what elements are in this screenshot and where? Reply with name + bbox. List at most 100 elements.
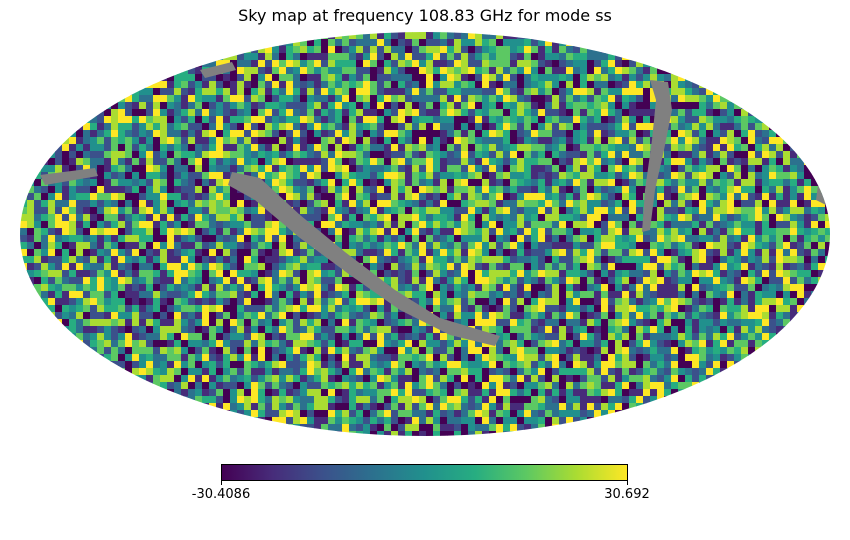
map-pixel [503, 228, 511, 236]
map-pixel [524, 270, 532, 278]
map-pixel [475, 368, 483, 376]
map-pixel [384, 326, 392, 334]
map-pixel [363, 200, 371, 208]
map-pixel [748, 158, 756, 166]
map-pixel [153, 172, 161, 180]
map-pixel [363, 137, 371, 145]
map-pixel [426, 235, 434, 243]
map-pixel [160, 284, 168, 292]
map-pixel [419, 172, 427, 180]
map-pixel [426, 221, 434, 229]
map-pixel [265, 291, 273, 299]
map-pixel [482, 326, 490, 334]
map-pixel [286, 200, 294, 208]
map-pixel [160, 368, 168, 376]
map-pixel [223, 228, 231, 236]
map-pixel [524, 214, 532, 222]
map-pixel [76, 312, 84, 320]
map-pixel [461, 214, 469, 222]
map-pixel [279, 326, 287, 334]
map-pixel [622, 81, 630, 89]
map-pixel [230, 221, 238, 229]
map-pixel [825, 256, 830, 264]
map-pixel [272, 277, 280, 285]
map-pixel [531, 263, 539, 271]
map-pixel [587, 312, 595, 320]
map-pixel [223, 144, 231, 152]
map-pixel [384, 137, 392, 145]
map-pixel [433, 60, 441, 68]
map-pixel [622, 354, 630, 362]
map-pixel [496, 88, 504, 96]
map-pixel [363, 291, 371, 299]
map-pixel [293, 361, 301, 369]
map-pixel [636, 291, 644, 299]
map-pixel [363, 207, 371, 215]
map-pixel [230, 60, 238, 68]
map-pixel [279, 39, 287, 47]
map-pixel [307, 67, 315, 75]
map-pixel [384, 32, 392, 40]
map-pixel [545, 172, 553, 180]
map-pixel [706, 277, 714, 285]
map-pixel [104, 102, 112, 110]
map-pixel [132, 284, 140, 292]
map-pixel [153, 368, 161, 376]
map-pixel [377, 263, 385, 271]
map-pixel [209, 263, 217, 271]
map-pixel [202, 312, 210, 320]
map-pixel [377, 46, 385, 54]
map-pixel [692, 368, 700, 376]
map-pixel [125, 165, 133, 173]
map-pixel [398, 109, 406, 117]
map-pixel [818, 207, 826, 215]
map-pixel [538, 298, 546, 306]
map-pixel [482, 298, 490, 306]
map-pixel [55, 235, 63, 243]
map-pixel [181, 270, 189, 278]
map-pixel [671, 228, 679, 236]
map-pixel [69, 305, 77, 313]
map-pixel [559, 137, 567, 145]
map-pixel [489, 32, 497, 40]
map-pixel [230, 207, 238, 215]
map-pixel [34, 165, 42, 173]
map-pixel [433, 207, 441, 215]
map-pixel [132, 242, 140, 250]
map-pixel [118, 158, 126, 166]
map-pixel [237, 242, 245, 250]
map-pixel [517, 270, 525, 278]
map-pixel [615, 123, 623, 131]
map-pixel [482, 249, 490, 257]
map-pixel [181, 235, 189, 243]
map-pixel [538, 249, 546, 257]
map-pixel [265, 144, 273, 152]
map-pixel [286, 32, 294, 40]
map-pixel [692, 347, 700, 355]
map-pixel [503, 249, 511, 257]
map-pixel [307, 340, 315, 348]
map-pixel [258, 46, 266, 54]
map-pixel [552, 67, 560, 75]
map-pixel [608, 207, 616, 215]
map-pixel [790, 249, 798, 257]
map-pixel [601, 144, 609, 152]
map-pixel [783, 151, 791, 159]
map-pixels [20, 32, 830, 436]
map-pixel [160, 67, 168, 75]
map-pixel [384, 207, 392, 215]
map-pixel [251, 263, 259, 271]
map-pixel [650, 333, 658, 341]
map-pixel [433, 102, 441, 110]
map-pixel [398, 277, 406, 285]
map-pixel [580, 39, 588, 47]
map-pixel [104, 298, 112, 306]
map-pixel [363, 312, 371, 320]
map-pixel [83, 284, 91, 292]
map-pixel [167, 235, 175, 243]
map-pixel [524, 242, 532, 250]
map-pixel [244, 207, 252, 215]
map-pixel [461, 102, 469, 110]
map-pixel [258, 368, 266, 376]
map-pixel [538, 235, 546, 243]
